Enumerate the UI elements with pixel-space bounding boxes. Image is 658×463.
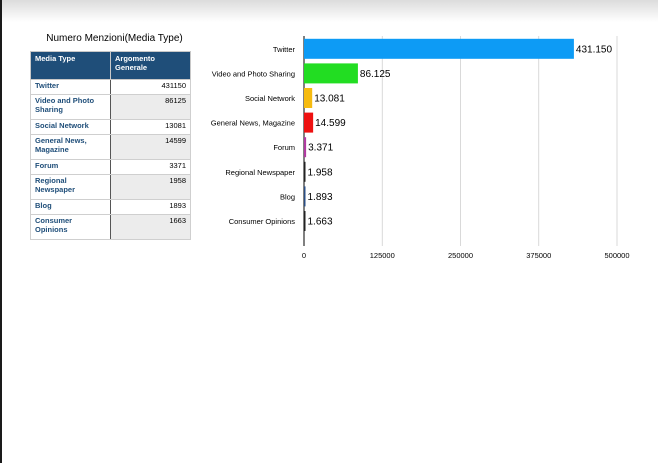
x-tick-label: 375000 bbox=[526, 251, 551, 260]
table-row: General News, Magazine 14599 bbox=[30, 134, 191, 160]
row-value: 3371 bbox=[110, 159, 191, 175]
value-label: 14.599 bbox=[315, 118, 346, 129]
value-label: 3.371 bbox=[308, 143, 333, 154]
row-value: 1958 bbox=[110, 174, 191, 200]
row-label: Twitter bbox=[30, 79, 111, 95]
bar bbox=[304, 112, 314, 133]
row-value: 86125 bbox=[110, 94, 191, 120]
bar bbox=[304, 186, 306, 207]
top-bar bbox=[0, 0, 658, 22]
x-tick-label: 250000 bbox=[448, 251, 473, 260]
x-tick-label: 500000 bbox=[604, 251, 629, 260]
value-label: 86.125 bbox=[360, 69, 391, 80]
media-type-bar-chart: 0 125000 250000 375000 500000 Twitter 431.150 V… bbox=[211, 36, 630, 260]
table-row: Social Network 13081 bbox=[30, 119, 191, 135]
value-label: 431.150 bbox=[576, 44, 613, 55]
category-label: Video and Photo Sharing bbox=[212, 69, 295, 78]
category-label: Blog bbox=[280, 192, 295, 201]
table-row: Blog 1893 bbox=[30, 199, 191, 215]
row-value: 1893 bbox=[110, 199, 191, 215]
bar bbox=[304, 161, 306, 182]
value-label: 13.081 bbox=[314, 94, 345, 105]
row-value: 13081 bbox=[110, 119, 191, 135]
category-label: Twitter bbox=[273, 45, 296, 54]
x-tick-label: 125000 bbox=[370, 251, 395, 260]
row-label: Consumer Opinions bbox=[30, 214, 111, 240]
row-label: Video and Photo Sharing bbox=[30, 94, 111, 120]
value-label: 1.663 bbox=[308, 217, 333, 228]
table-row: Consumer Opinions 1663 bbox=[30, 214, 191, 240]
x-tick-label: 0 bbox=[302, 251, 306, 260]
bar bbox=[304, 63, 358, 84]
row-label: Regional Newspaper bbox=[30, 174, 111, 200]
col-header-media-type: Media Type bbox=[30, 51, 111, 80]
report-panel: Numero Menzioni(Media Type) Media Type A… bbox=[2, 22, 658, 463]
category-label: Social Network bbox=[245, 94, 295, 103]
category-label: Regional Newspaper bbox=[225, 168, 295, 177]
bar bbox=[304, 88, 313, 108]
media-type-table: Media Type Argomento Generale Twitter 43… bbox=[30, 51, 191, 240]
row-value: 431150 bbox=[110, 79, 191, 95]
row-label: Social Network bbox=[30, 119, 111, 135]
row-value: 14599 bbox=[110, 134, 191, 160]
value-label: 1.958 bbox=[308, 167, 333, 178]
category-label: General News, Magazine bbox=[211, 119, 295, 128]
left-edge bbox=[0, 0, 2, 463]
table-row: Forum 3371 bbox=[30, 159, 191, 175]
table-row: Twitter 431150 bbox=[30, 79, 191, 95]
col-header-argomento: Argomento Generale bbox=[110, 51, 191, 80]
row-label: Forum bbox=[30, 159, 111, 175]
bar bbox=[304, 137, 307, 158]
value-label: 1.893 bbox=[308, 192, 333, 203]
category-label: Consumer Opinions bbox=[229, 217, 296, 226]
category-label: Forum bbox=[273, 143, 295, 152]
bar bbox=[304, 38, 574, 59]
table-row: Regional Newspaper 1958 bbox=[30, 174, 191, 200]
table-row: Video and Photo Sharing 86125 bbox=[30, 94, 191, 120]
row-value: 1663 bbox=[110, 214, 191, 240]
row-label: General News, Magazine bbox=[30, 134, 111, 160]
bar bbox=[304, 211, 306, 231]
table-title: Numero Menzioni(Media Type) bbox=[46, 33, 183, 44]
row-label: Blog bbox=[30, 199, 111, 215]
